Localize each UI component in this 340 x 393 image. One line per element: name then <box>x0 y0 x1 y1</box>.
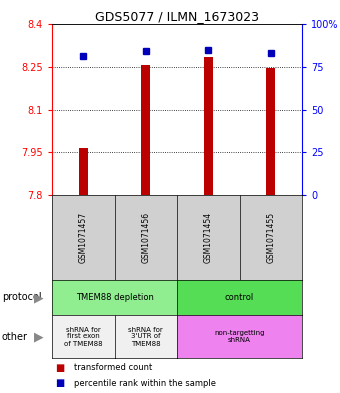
Bar <box>79 148 88 195</box>
Text: protocol: protocol <box>2 292 41 303</box>
Bar <box>204 57 213 195</box>
Text: transformed count: transformed count <box>74 363 152 372</box>
Text: ▶: ▶ <box>34 291 43 304</box>
Text: GSM1071455: GSM1071455 <box>266 212 275 263</box>
Text: ▶: ▶ <box>34 330 43 343</box>
Text: ■: ■ <box>55 363 65 373</box>
Title: GDS5077 / ILMN_1673023: GDS5077 / ILMN_1673023 <box>95 10 259 23</box>
Text: TMEM88 depletion: TMEM88 depletion <box>75 293 153 302</box>
Text: non-targetting
shRNA: non-targetting shRNA <box>214 330 265 343</box>
Bar <box>141 65 150 195</box>
Text: shRNA for
first exon
of TMEM88: shRNA for first exon of TMEM88 <box>64 327 103 347</box>
Text: GSM1071457: GSM1071457 <box>79 212 88 263</box>
Text: control: control <box>225 293 254 302</box>
Bar <box>266 68 275 195</box>
Text: GSM1071456: GSM1071456 <box>141 212 150 263</box>
Text: ■: ■ <box>55 378 65 388</box>
Text: other: other <box>2 332 28 342</box>
Text: shRNA for
3'UTR of
TMEM88: shRNA for 3'UTR of TMEM88 <box>129 327 163 347</box>
Text: percentile rank within the sample: percentile rank within the sample <box>74 379 216 388</box>
Text: GSM1071454: GSM1071454 <box>204 212 213 263</box>
